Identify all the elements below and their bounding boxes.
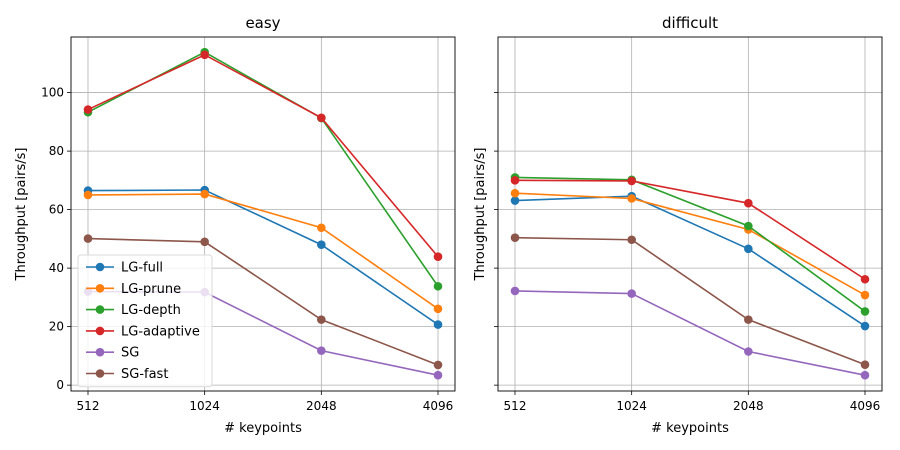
data-point-lg-full: [744, 244, 753, 254]
series-line-sg-fast: [514, 236, 866, 366]
legend-swatch-marker: [95, 347, 105, 357]
legend-swatch-marker: [95, 262, 105, 272]
legend-label: LG-depth: [121, 303, 181, 318]
data-point-lg-prune: [860, 290, 870, 300]
axes-frame: [70, 36, 456, 392]
series-line-lg-full: [514, 195, 866, 327]
chart-title: easy: [245, 14, 280, 32]
y-axis-label: Throughput [pairs/s]: [473, 148, 488, 282]
series-line-lg-full: [87, 189, 439, 326]
data-point-lg-adaptive: [627, 176, 636, 186]
legend-label: LG-full: [121, 261, 163, 276]
data-point-lg-prune: [83, 190, 93, 200]
x-tick-label: 2048: [306, 399, 337, 413]
data-point-lg-depth: [744, 221, 753, 231]
data-point-sg-fast: [860, 360, 870, 369]
legend-label: SG-fast: [121, 367, 168, 382]
data-point-sg: [433, 370, 443, 380]
x-tick-label: 1024: [189, 399, 220, 413]
x-tick-label: 512: [504, 399, 527, 413]
data-point-lg-prune: [510, 188, 520, 198]
legend-swatch-marker: [95, 305, 105, 314]
data-point-sg: [744, 347, 753, 356]
data-point-sg-fast: [83, 234, 93, 243]
x-tick-label: 2048: [733, 399, 764, 413]
x-tick-label: 512: [77, 399, 100, 413]
y-tick-label: 60: [49, 203, 64, 217]
legend: LG-full LG-prune LG-depth LG-adaptive SG SG-f…: [77, 254, 213, 388]
chart-panel-2: 512 1024 2048 4096 difficult # keypoints Throu…: [473, 14, 883, 436]
x-axis-label: # keypoints: [651, 421, 729, 436]
x-tick-label: 1024: [616, 399, 647, 413]
data-point-lg-full: [860, 321, 870, 331]
data-point-lg-prune: [627, 194, 636, 203]
data-point-sg-fast: [744, 315, 753, 324]
series-line-sg-fast: [87, 237, 439, 366]
data-point-sg: [510, 286, 520, 296]
legend-label: LG-adaptive: [121, 324, 200, 339]
data-point-lg-adaptive: [200, 50, 209, 60]
data-point-lg-adaptive: [433, 252, 443, 262]
legend-label: SG: [121, 346, 139, 361]
data-point-lg-prune: [433, 304, 443, 314]
data-point-lg-full: [433, 320, 443, 329]
chart-title: difficult: [662, 14, 718, 32]
data-point-lg-depth: [860, 307, 870, 316]
chart-panel-1: 512 1024 2048 4096 0 20 40 60 80 100 easy # keypoin…: [14, 14, 456, 436]
y-tick-label: 0: [56, 378, 64, 392]
data-point-lg-adaptive: [510, 176, 520, 185]
data-point-sg: [317, 346, 326, 355]
data-point-sg-fast: [510, 233, 520, 242]
data-point-lg-adaptive: [744, 198, 753, 208]
data-point-lg-depth: [433, 281, 443, 291]
legend-swatch-marker: [95, 326, 105, 336]
x-tick-label: 4096: [850, 399, 881, 413]
legend-swatch-marker: [95, 284, 105, 293]
y-tick-label: 80: [49, 144, 64, 158]
series-line-lg-depth: [514, 176, 866, 313]
series-line-lg-adaptive: [87, 53, 439, 258]
data-point-lg-adaptive: [860, 274, 870, 284]
series-line-sg: [514, 290, 866, 376]
data-point-lg-adaptive: [317, 113, 326, 123]
data-point-sg-fast: [433, 360, 443, 370]
data-point-lg-adaptive: [83, 105, 93, 114]
series-line-lg-prune: [87, 193, 439, 310]
axes-frame: [497, 36, 883, 392]
data-point-sg: [627, 289, 636, 298]
data-point-lg-full: [317, 240, 326, 250]
series-line-lg-depth: [87, 51, 439, 287]
legend-swatch-marker: [95, 369, 105, 378]
data-point-lg-prune: [200, 189, 209, 199]
y-tick-label: 20: [49, 320, 64, 334]
data-point-lg-full: [510, 196, 520, 205]
data-point-sg-fast: [627, 235, 636, 245]
series-line-lg-prune: [514, 192, 866, 296]
y-axis-label: Throughput [pairs/s]: [14, 148, 29, 282]
series-line-lg-adaptive: [514, 179, 866, 280]
x-axis-label: # keypoints: [224, 421, 302, 436]
y-tick-label: 100: [41, 86, 64, 100]
data-point-lg-prune: [317, 223, 326, 233]
x-tick-label: 4096: [423, 399, 454, 413]
data-point-sg: [860, 370, 870, 380]
legend-label: LG-prune: [121, 282, 181, 297]
y-tick-label: 40: [49, 261, 64, 275]
data-point-sg-fast: [317, 315, 326, 324]
data-point-sg-fast: [200, 237, 209, 247]
